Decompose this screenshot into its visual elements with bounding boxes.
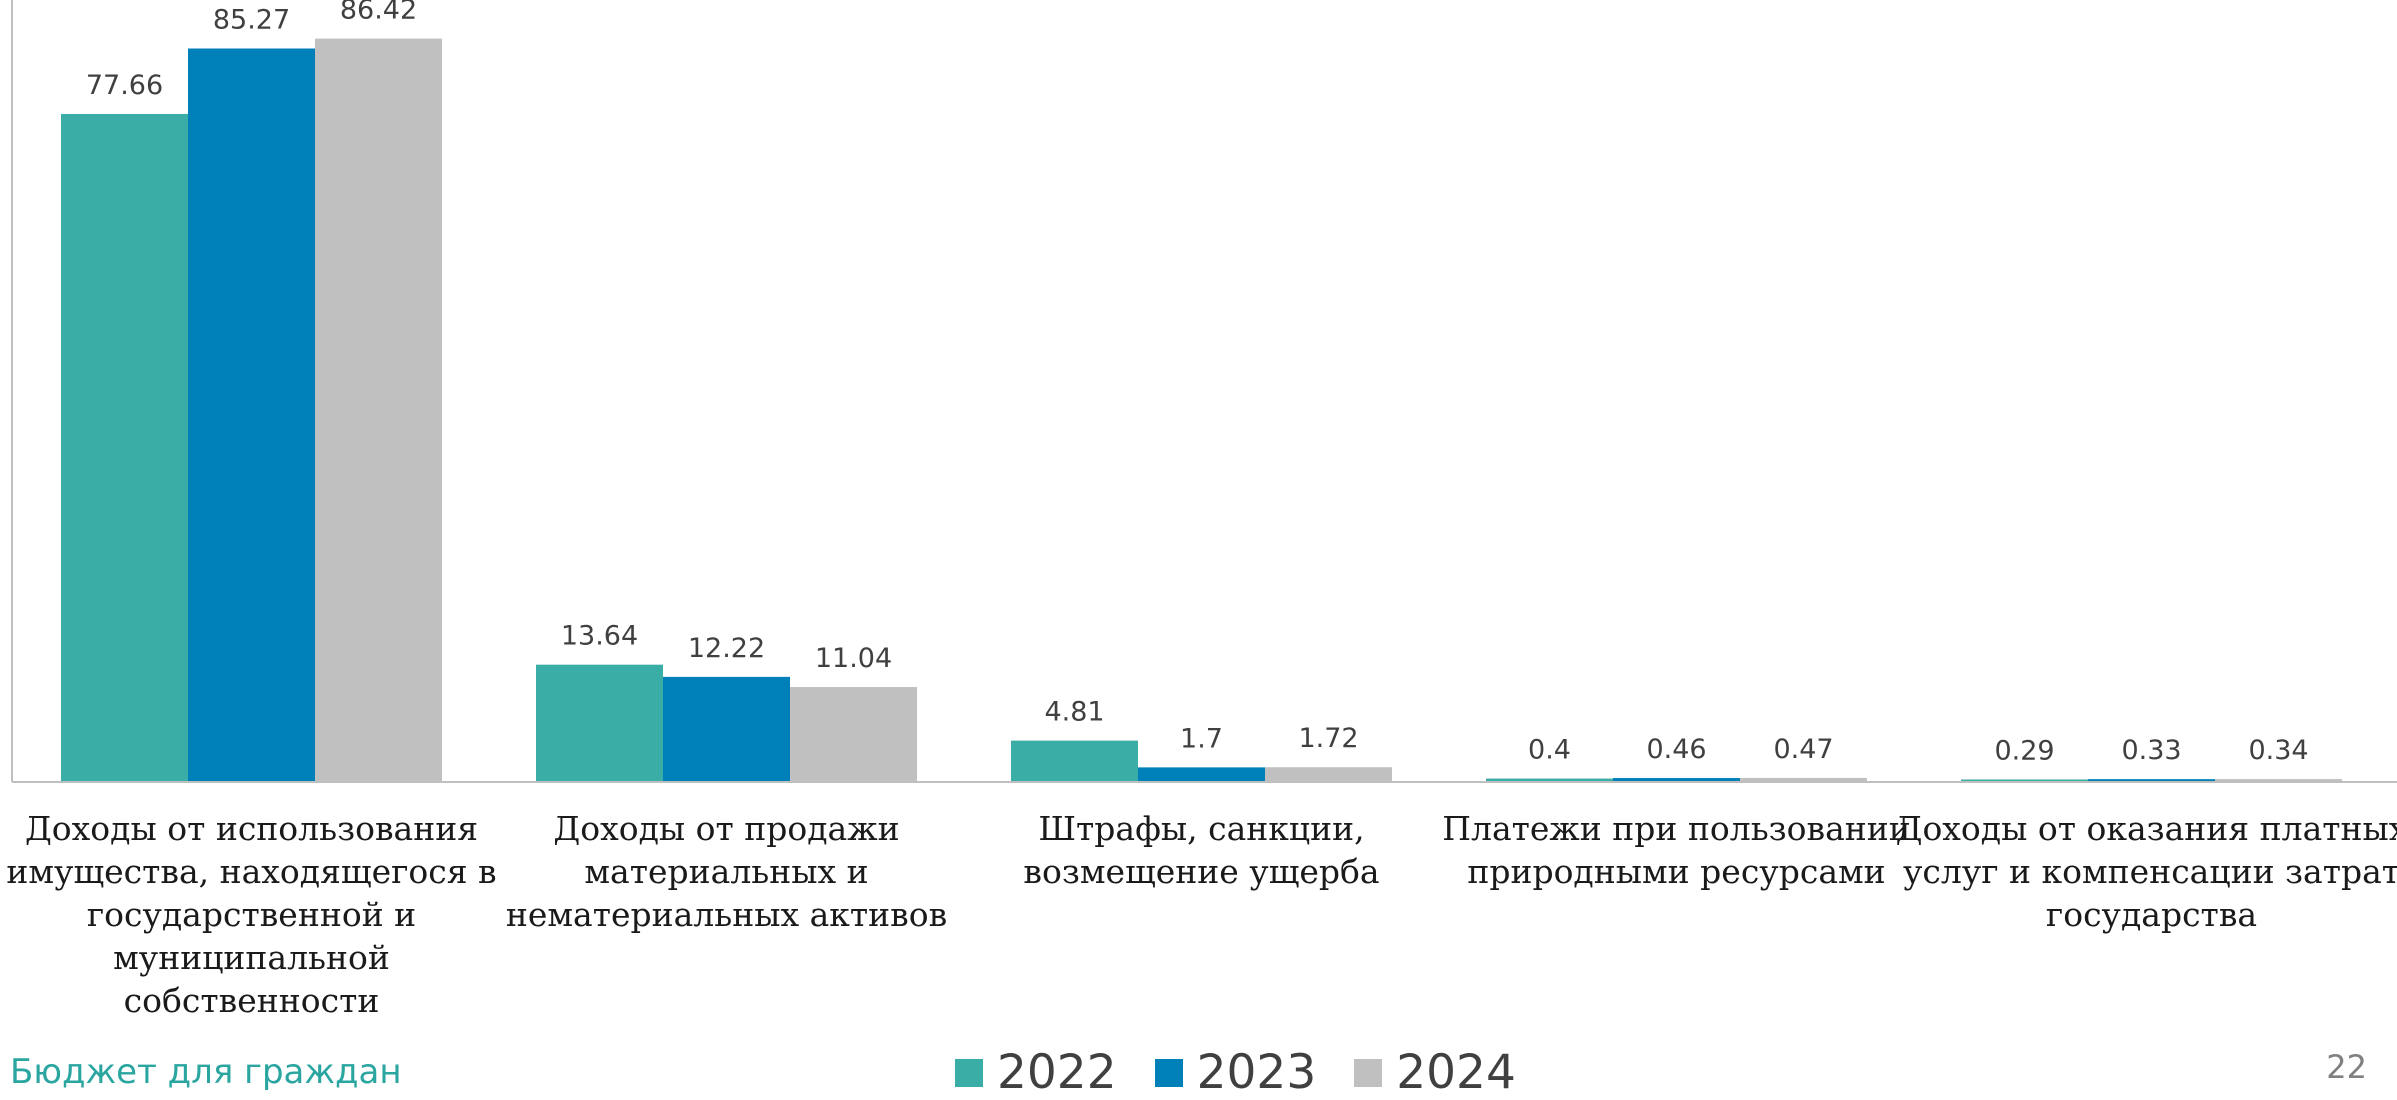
- legend-swatch-2024: [1354, 1058, 1383, 1087]
- legend-item-2022: 2022: [955, 1045, 1117, 1100]
- value-label-2022-cat-3: 0.4: [1528, 735, 1571, 766]
- value-label-2024-cat-0: 86.42: [340, 0, 417, 26]
- category-label-0-line-1: имущества, находящегося в: [6, 852, 496, 891]
- value-label-2024-cat-4: 0.34: [2248, 735, 2308, 766]
- bar-2023-cat-3: [1613, 778, 1740, 782]
- category-label-0-line-0: Доходы от использования: [25, 809, 478, 848]
- bar-2022-cat-2: [1011, 740, 1138, 782]
- bar-2023-cat-1: [663, 676, 790, 782]
- category-label-4-line-2: государства: [2046, 895, 2257, 934]
- value-label-2023-cat-2: 1.7: [1180, 723, 1223, 754]
- bar-2024-cat-0: [315, 38, 442, 782]
- bar-2023-cat-4: [2088, 779, 2215, 783]
- bar-2024-cat-4: [2215, 779, 2342, 783]
- value-label-2022-cat-4: 0.29: [1994, 736, 2054, 767]
- value-label-2022-cat-0: 77.66: [86, 70, 163, 101]
- category-label-2: Штрафы, санкции, возмещение ущерба: [1023, 809, 1379, 891]
- value-label-2023-cat-0: 85.27: [213, 5, 290, 36]
- category-label-1: Доходы от продажи материальных и нематериа…: [506, 809, 947, 934]
- bar-2022-cat-1: [536, 664, 663, 782]
- bar-2022-cat-3: [1486, 778, 1613, 782]
- legend-label-2024: 2024: [1396, 1045, 1516, 1100]
- category-label-1-line-2: нематериальных активов: [506, 895, 947, 934]
- category-label-0-line-3: муниципальной: [113, 938, 390, 977]
- legend-item-2023: 2023: [1154, 1045, 1317, 1100]
- category-label-4-line-1: услуг и компенсации затрат: [1903, 852, 2397, 891]
- legend-swatch-2022: [955, 1058, 983, 1087]
- page-number: 22: [2326, 1048, 2367, 1086]
- category-label-1-line-1: материальных и: [584, 852, 868, 891]
- footer-title: Бюджет для граждан: [10, 1052, 402, 1092]
- legend-label-2023: 2023: [1196, 1045, 1317, 1100]
- bar-2024-cat-2: [1265, 767, 1392, 782]
- category-label-3: Платежи при пользовании природными ресурс…: [1442, 809, 1911, 891]
- legend: 2022 2023 2024: [955, 1045, 1554, 1100]
- category-label-4-line-0: Доходы от оказания платных: [1896, 809, 2397, 848]
- value-label-2024-cat-1: 11.04: [815, 643, 892, 674]
- category-label-3-line-1: природными ресурсами: [1467, 852, 1885, 891]
- category-label-0-line-4: собственности: [124, 981, 380, 1020]
- bar-2024-cat-1: [790, 687, 917, 782]
- category-label-2-line-0: Штрафы, санкции,: [1038, 809, 1364, 848]
- value-label-2022-cat-2: 4.81: [1044, 697, 1104, 728]
- category-label-4: Доходы от оказания платных услуг и компен…: [1896, 809, 2397, 934]
- category-label-0: Доходы от использования имущества, находя…: [6, 809, 496, 1020]
- category-label-3-line-0: Платежи при пользовании: [1442, 809, 1911, 848]
- value-label-2023-cat-3: 0.46: [1646, 734, 1706, 765]
- legend-label-2022: 2022: [997, 1045, 1117, 1100]
- category-label-2-line-1: возмещение ущерба: [1023, 852, 1379, 891]
- value-label-2023-cat-1: 12.22: [688, 633, 765, 664]
- category-label-1-line-0: Доходы от продажи: [553, 809, 899, 848]
- value-label-2022-cat-1: 13.64: [561, 621, 638, 652]
- legend-swatch-2023: [1154, 1058, 1183, 1087]
- value-label-2024-cat-2: 1.72: [1298, 723, 1358, 754]
- bar-2024-cat-3: [1740, 777, 1867, 782]
- bar-2023-cat-0: [188, 48, 315, 783]
- value-label-2024-cat-3: 0.47: [1773, 734, 1833, 765]
- bar-2022-cat-0: [61, 113, 188, 782]
- category-label-0-line-2: государственной и: [87, 895, 416, 934]
- value-label-2023-cat-4: 0.33: [2121, 735, 2181, 766]
- bar-2023-cat-2: [1138, 767, 1265, 782]
- legend-item-2024: 2024: [1354, 1045, 1516, 1100]
